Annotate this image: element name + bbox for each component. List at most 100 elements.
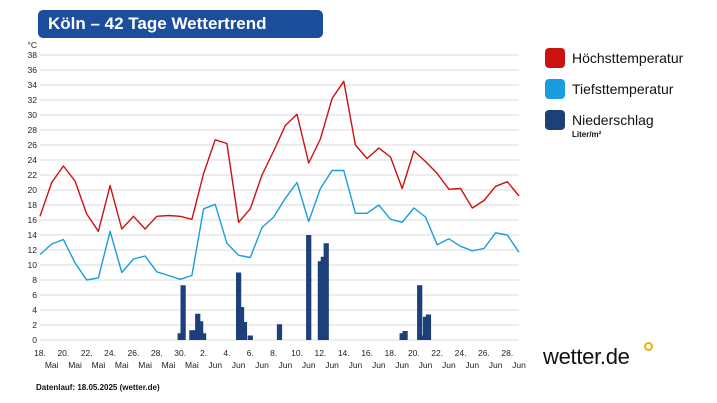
y-tick-label: 16 xyxy=(28,215,38,225)
x-tick-month: Jun xyxy=(232,360,246,370)
x-tick-month: Jun xyxy=(255,360,269,370)
x-tick-day: 4. xyxy=(223,348,230,358)
x-tick-month: Jun xyxy=(278,360,292,370)
rain-bar xyxy=(200,333,207,340)
rain-bar xyxy=(177,333,183,340)
x-tick-day: 16. xyxy=(361,348,373,358)
y-tick-label: 22 xyxy=(28,170,38,180)
x-tick-day: 26. xyxy=(128,348,140,358)
y-tick-label: 10 xyxy=(28,260,38,270)
rain-bar xyxy=(306,235,312,340)
x-tick-day: 8. xyxy=(270,348,277,358)
y-tick-label: 26 xyxy=(28,140,38,150)
max-temp-line xyxy=(39,80,520,233)
legend-label-max: Höchsttemperatur xyxy=(572,50,684,66)
y-tick-label: 2 xyxy=(32,320,37,330)
x-tick-month: Mai xyxy=(68,360,82,370)
rain-bar xyxy=(276,324,283,340)
x-tick-month: Mai xyxy=(115,360,129,370)
rain-bar xyxy=(241,322,248,340)
data-run-footer: Datenlauf: 18.05.2025 (wetter.de) xyxy=(36,383,160,392)
x-tick-day: 12. xyxy=(314,348,326,358)
x-tick-day: 10. xyxy=(291,348,303,358)
y-tick-label: 32 xyxy=(28,95,38,105)
x-tick-month: Mai xyxy=(45,360,59,370)
legend-item-min: Tiefsttemperatur xyxy=(545,79,715,99)
x-tick-month: Jun xyxy=(349,360,363,370)
x-tick-month: Mai xyxy=(138,360,152,370)
rain-bar xyxy=(417,285,423,340)
rain-bar xyxy=(425,314,432,340)
legend-item-rain: Niederschlag Liter/m² xyxy=(545,110,715,140)
legend-label-rain: Niederschlag xyxy=(572,112,654,128)
legend-item-max: Höchsttemperatur xyxy=(545,48,715,68)
rain-bar xyxy=(195,313,201,340)
y-tick-label: 28 xyxy=(28,125,38,135)
rain-bar xyxy=(320,256,326,340)
rain-bar xyxy=(180,285,186,340)
logo-accent-dot xyxy=(644,342,653,351)
chart-title: Köln – 42 Tage Wettertrend xyxy=(48,14,267,33)
x-tick-month: Jun xyxy=(302,360,316,370)
y-tick-label: 36 xyxy=(28,65,38,75)
x-tick-day: 30. xyxy=(174,348,186,358)
x-tick-month: Jun xyxy=(512,360,526,370)
y-tick-label: 24 xyxy=(28,155,38,165)
x-tick-month: Jun xyxy=(372,360,386,370)
x-tick-day: 2. xyxy=(200,348,207,358)
wetter-de-logo: wetter.de xyxy=(543,344,630,369)
y-tick-label: 8 xyxy=(32,275,37,285)
y-tick-label: 38 xyxy=(28,50,38,60)
rain-bar xyxy=(198,321,204,340)
x-tick-day: 26. xyxy=(478,348,490,358)
x-tick-day: 28. xyxy=(501,348,513,358)
x-tick-month: Mai xyxy=(162,360,176,370)
min-temp-line xyxy=(39,169,520,281)
x-tick-day: 14. xyxy=(338,348,350,358)
x-tick-day: 22. xyxy=(431,348,443,358)
rain-bar xyxy=(238,307,245,340)
x-tick-month: Jun xyxy=(465,360,479,370)
legend: Höchsttemperatur Tiefsttemperatur Nieder… xyxy=(545,48,715,151)
x-tick-month: Jun xyxy=(489,360,503,370)
x-tick-month: Jun xyxy=(325,360,339,370)
rain-bar xyxy=(399,333,405,340)
legend-swatch-min xyxy=(545,79,565,99)
legend-label-min: Tiefsttemperatur xyxy=(572,81,674,97)
x-tick-day: 18. xyxy=(34,348,46,358)
x-tick-month: Mai xyxy=(92,360,106,370)
rain-bar xyxy=(235,272,242,340)
rain-bar xyxy=(189,330,195,340)
x-tick-month: Jun xyxy=(395,360,409,370)
rain-bar xyxy=(323,243,329,340)
legend-swatch-rain xyxy=(545,110,565,130)
x-tick-day: 22. xyxy=(81,348,93,358)
x-tick-month: Jun xyxy=(419,360,433,370)
x-tick-month: Mai xyxy=(185,360,199,370)
y-tick-label: 34 xyxy=(28,80,38,90)
y-tick-label: 12 xyxy=(28,245,38,255)
rain-bar xyxy=(317,261,324,340)
rain-bar xyxy=(192,330,198,340)
x-tick-month: Jun xyxy=(442,360,456,370)
x-tick-day: 6. xyxy=(247,348,254,358)
legend-swatch-max xyxy=(545,48,565,68)
rain-bar xyxy=(422,316,429,340)
y-tick-label: 18 xyxy=(28,200,38,210)
x-tick-day: 24. xyxy=(455,348,467,358)
y-tick-label: 4 xyxy=(32,305,37,315)
x-tick-day: 24. xyxy=(104,348,116,358)
y-tick-label: 6 xyxy=(32,290,37,300)
rain-bar xyxy=(419,335,426,340)
y-unit-label: °C xyxy=(27,40,37,50)
x-tick-day: 20. xyxy=(408,348,420,358)
x-tick-day: 28. xyxy=(151,348,163,358)
x-tick-day: 20. xyxy=(57,348,69,358)
x-tick-month: Jun xyxy=(208,360,222,370)
rain-bar xyxy=(247,335,253,340)
y-tick-label: 30 xyxy=(28,110,38,120)
y-tick-label: 20 xyxy=(28,185,38,195)
rain-bar xyxy=(402,331,408,340)
chart-title-bar: Köln – 42 Tage Wettertrend xyxy=(38,10,323,38)
